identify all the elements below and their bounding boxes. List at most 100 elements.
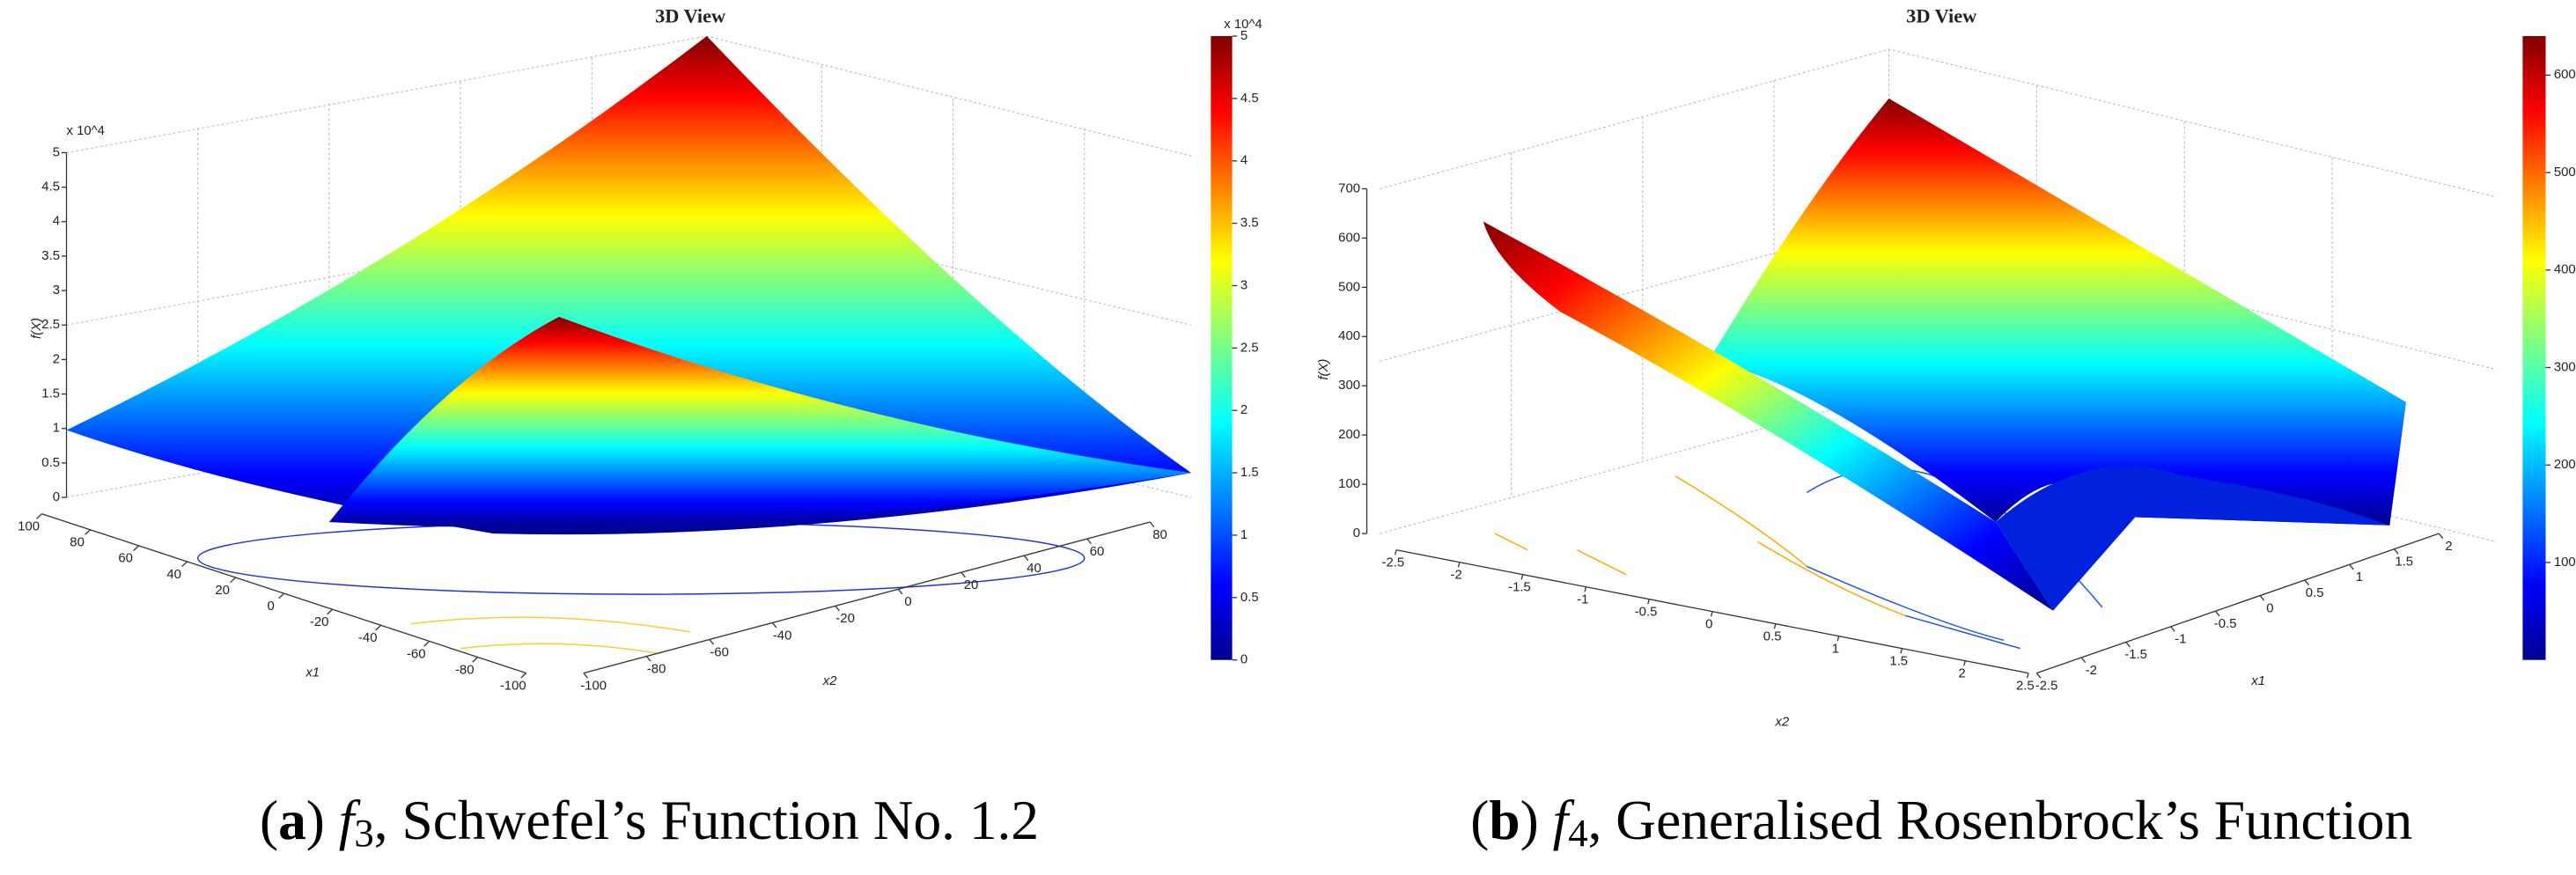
z-tick-label: 700 (1338, 181, 1360, 195)
z-label: f(X) (1317, 359, 1331, 380)
contour (411, 616, 691, 654)
z-label: f(X) (30, 318, 44, 339)
z-tick-label: 1 (53, 422, 60, 436)
axis-tick (2394, 548, 2399, 555)
surface (328, 316, 1191, 528)
axis-tick (645, 656, 651, 662)
axis-tick-label: 1 (2356, 570, 2363, 585)
axis-tick (2035, 673, 2042, 679)
z-tick-label: 0 (1353, 526, 1360, 540)
axis-tick-label: -1 (2175, 633, 2186, 647)
axis-tick (1710, 611, 1713, 617)
axis-tick-label: 80 (70, 536, 85, 550)
axis-tick-label: 80 (1152, 528, 1167, 542)
z-tick-label: 100 (1338, 477, 1360, 491)
colorbar-tick-label: 2.5 (1240, 341, 1259, 355)
axis-tick-label: 40 (1027, 562, 1041, 576)
panel-a-layout (66, 35, 1233, 660)
axis-tick (1457, 562, 1461, 568)
axis-tick (2125, 641, 2131, 648)
axis-tick-label: -40 (773, 629, 792, 643)
axis-tick (85, 529, 91, 535)
axis-tick-label: 0.5 (1763, 630, 1782, 644)
caption-label: a (278, 790, 306, 851)
axis-tick-label: 0 (1705, 618, 1712, 632)
axis-tick-label: -100 (580, 679, 607, 693)
z-tick-label: 300 (1338, 379, 1360, 393)
axis-tick-label: -20 (835, 612, 855, 626)
colorbar-tick-label: 300 (2554, 360, 2576, 374)
axis-tick (1773, 623, 1777, 629)
surface (66, 36, 1191, 535)
colorbar-tick-label: 0.5 (1240, 591, 1259, 605)
axis-tick-label: -2 (1451, 569, 1462, 583)
z-tick-label: 2.5 (41, 318, 60, 332)
axis-tick-label: 20 (964, 578, 979, 592)
z-tick-label: 0.5 (41, 456, 60, 470)
axis-tick (1647, 599, 1650, 605)
annotations: 3D View 0 0.5 1 1.5 2 2.5 3 3.5 4 4.5 5 f(X) x 10^4 x … (18, 5, 2576, 856)
colorbar-exponent: x 10^4 (1224, 18, 1262, 32)
axis-tick (2214, 610, 2220, 617)
axis-tick-label: -2 (2086, 664, 2097, 678)
axis-tick (1394, 549, 1397, 555)
axis-tick-label: 60 (118, 552, 133, 566)
axis-tick (1149, 521, 1155, 528)
caption-paren: ( (1470, 790, 1489, 851)
colorbar-tick-label: 0 (1240, 653, 1248, 667)
axis-tick (423, 640, 431, 647)
surface (1995, 466, 2390, 611)
axis-tick-label: -1.5 (1508, 581, 1531, 595)
caption-text: , Schwefel’s Function No. 1.2 (374, 790, 1039, 851)
axis-label: x1 (2250, 674, 2265, 688)
axis-tick-label: -40 (358, 631, 378, 645)
axis-tick (181, 561, 188, 568)
axis-tick-label: 2 (2445, 540, 2452, 554)
colorbar-tick-label: 600 (2554, 68, 2576, 82)
axis-tick (2259, 595, 2265, 601)
colorbar (2522, 36, 2546, 660)
colorbar-tick-label: 5 (1240, 29, 1248, 43)
caption: (a) f3, Schwefel’s Function No. 1.2 (260, 790, 1039, 856)
axis-tick (1023, 555, 1029, 562)
axis-tick (897, 588, 903, 595)
axis-tick-label: 100 (18, 520, 40, 534)
panel-title: 3D View (655, 5, 726, 27)
z-tick-label: 500 (1338, 280, 1360, 294)
axis-tick-label: -1.5 (2124, 648, 2147, 662)
axis-tick (278, 592, 285, 599)
colorbar-tick-label: 3.5 (1240, 217, 1259, 231)
z-tick-label: 600 (1338, 231, 1360, 245)
caption-paren: ) (1520, 790, 1553, 851)
axis-tick-label: 0.5 (2306, 586, 2324, 600)
axis-tick-label: -2.5 (1382, 556, 1405, 570)
axis-tick (133, 545, 140, 551)
axis-line (2036, 533, 2440, 674)
axis-tick (1836, 636, 1840, 642)
axis-tick-label: -60 (407, 647, 426, 661)
colorbar-tick-label: 4 (1240, 154, 1248, 168)
axis-tick-label: -0.5 (1635, 606, 1658, 620)
axis-tick (1520, 574, 1524, 580)
caption-paren: ( (260, 790, 278, 851)
colorbar (1211, 36, 1233, 660)
caption-sub: 3 (354, 811, 373, 855)
colorbar-tick-label: 200 (2554, 458, 2576, 472)
z-tick-label: 3 (53, 283, 60, 298)
axis-tick (230, 577, 237, 584)
axis-tick-label: 2.5 (2016, 679, 2035, 693)
axis-line (583, 521, 1151, 674)
axis-tick (1086, 538, 1092, 545)
caption-text: , Generalised Rosenbrock’s Function (1588, 790, 2413, 851)
caption-paren: ) (306, 790, 339, 851)
axis-tick-label: -80 (455, 663, 475, 677)
axis-tick (327, 608, 334, 615)
colorbar-tick-label: 1.5 (1240, 466, 1259, 480)
axis-tick-label: 60 (1090, 545, 1105, 559)
axis-tick-label: 0 (2266, 601, 2273, 615)
axis-tick-label: 1 (1832, 643, 1839, 657)
axis-tick (1900, 648, 1903, 654)
axis-tick (1584, 586, 1587, 592)
axis-tick-label: -20 (310, 615, 329, 629)
axis-tick-label: 0 (268, 599, 275, 614)
